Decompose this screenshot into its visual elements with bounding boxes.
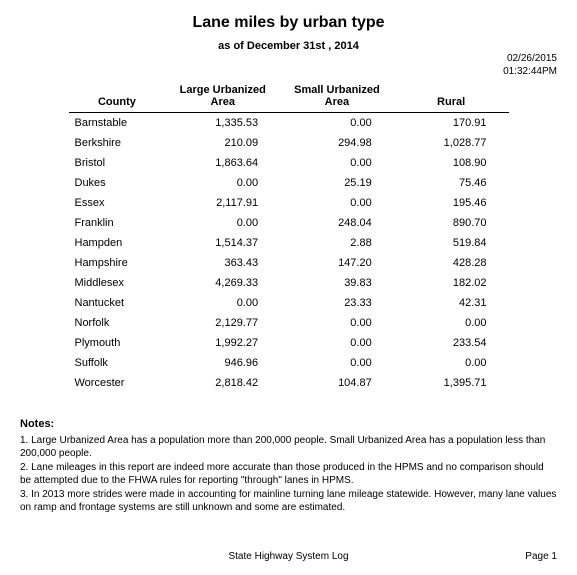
cell-county: Nantucket xyxy=(69,293,166,313)
cell-county: Worcester xyxy=(69,373,166,393)
cell-small: 25.19 xyxy=(280,173,394,193)
cell-small: 0.00 xyxy=(280,313,394,333)
table-row: Norfolk2,129.770.000.00 xyxy=(69,313,509,333)
cell-small: 0.00 xyxy=(280,193,394,213)
table-row: Hampden1,514.372.88519.84 xyxy=(69,233,509,253)
header-large-urbanized: Large Urbanized Area xyxy=(165,80,280,113)
header-county: County xyxy=(69,80,166,113)
cell-small: 104.87 xyxy=(280,373,394,393)
report-title: Lane miles by urban type xyxy=(20,14,557,32)
cell-rural: 233.54 xyxy=(394,333,509,353)
timestamp-date: 02/26/2015 xyxy=(503,52,557,65)
cell-large: 210.09 xyxy=(165,133,280,153)
table-row: Plymouth1,992.270.00233.54 xyxy=(69,333,509,353)
cell-large: 1,863.64 xyxy=(165,153,280,173)
cell-small: 0.00 xyxy=(280,113,394,134)
cell-county: Berkshire xyxy=(69,133,166,153)
lane-miles-table: County Large Urbanized Area Small Urbani… xyxy=(69,80,509,393)
table-row: Barnstable1,335.530.00170.91 xyxy=(69,113,509,134)
cell-large: 946.96 xyxy=(165,353,280,373)
header-small-urbanized: Small Urbanized Area xyxy=(280,80,394,113)
cell-small: 294.98 xyxy=(280,133,394,153)
cell-county: Franklin xyxy=(69,213,166,233)
cell-rural: 1,028.77 xyxy=(394,133,509,153)
cell-rural: 195.46 xyxy=(394,193,509,213)
cell-small: 0.00 xyxy=(280,153,394,173)
cell-rural: 182.02 xyxy=(394,273,509,293)
note-item: 2. Lane mileages in this report are inde… xyxy=(20,461,557,488)
cell-large: 2,129.77 xyxy=(165,313,280,333)
cell-rural: 170.91 xyxy=(394,113,509,134)
cell-rural: 519.84 xyxy=(394,233,509,253)
table-row: Dukes0.0025.1975.46 xyxy=(69,173,509,193)
cell-small: 0.00 xyxy=(280,333,394,353)
cell-county: Essex xyxy=(69,193,166,213)
cell-large: 1,335.53 xyxy=(165,113,280,134)
cell-county: Hampshire xyxy=(69,253,166,273)
generated-timestamp: 02/26/2015 01:32:44PM xyxy=(503,52,557,78)
timestamp-time: 01:32:44PM xyxy=(503,65,557,78)
table-row: Middlesex4,269.3339.83182.02 xyxy=(69,273,509,293)
cell-large: 1,514.37 xyxy=(165,233,280,253)
cell-county: Middlesex xyxy=(69,273,166,293)
cell-large: 0.00 xyxy=(165,213,280,233)
cell-rural: 0.00 xyxy=(394,313,509,333)
cell-small: 39.83 xyxy=(280,273,394,293)
cell-county: Bristol xyxy=(69,153,166,173)
cell-large: 363.43 xyxy=(165,253,280,273)
notes-heading: Notes: xyxy=(20,417,557,432)
header-rural: Rural xyxy=(394,80,509,113)
table-row: Suffolk946.960.000.00 xyxy=(69,353,509,373)
cell-large: 2,117.91 xyxy=(165,193,280,213)
table-row: Bristol1,863.640.00108.90 xyxy=(69,153,509,173)
cell-large: 4,269.33 xyxy=(165,273,280,293)
table-row: Nantucket0.0023.3342.31 xyxy=(69,293,509,313)
cell-rural: 42.31 xyxy=(394,293,509,313)
report-subtitle: as of December 31st , 2014 xyxy=(20,40,557,52)
table-row: Berkshire210.09294.981,028.77 xyxy=(69,133,509,153)
notes-section: Notes: 1. Large Urbanized Area has a pop… xyxy=(20,417,557,515)
cell-county: Norfolk xyxy=(69,313,166,333)
cell-large: 1,992.27 xyxy=(165,333,280,353)
cell-small: 2.88 xyxy=(280,233,394,253)
cell-large: 0.00 xyxy=(165,293,280,313)
cell-large: 0.00 xyxy=(165,173,280,193)
note-item: 3. In 2013 more strides were made in acc… xyxy=(20,488,557,515)
page-footer: State Highway System Log Page 1 xyxy=(20,551,557,565)
cell-rural: 108.90 xyxy=(394,153,509,173)
table-row: Essex2,117.910.00195.46 xyxy=(69,193,509,213)
cell-rural: 890.70 xyxy=(394,213,509,233)
footer-source: State Highway System Log xyxy=(20,551,557,562)
cell-county: Dukes xyxy=(69,173,166,193)
cell-rural: 1,395.71 xyxy=(394,373,509,393)
table-row: Franklin0.00248.04890.70 xyxy=(69,213,509,233)
report-page: 02/26/2015 01:32:44PM Lane miles by urba… xyxy=(0,0,577,575)
footer-page-number: Page 1 xyxy=(525,551,557,562)
cell-rural: 0.00 xyxy=(394,353,509,373)
cell-large: 2,818.42 xyxy=(165,373,280,393)
cell-rural: 75.46 xyxy=(394,173,509,193)
table-header-row: County Large Urbanized Area Small Urbani… xyxy=(69,80,509,113)
cell-county: Hampden xyxy=(69,233,166,253)
cell-small: 0.00 xyxy=(280,353,394,373)
table-body: Barnstable1,335.530.00170.91Berkshire210… xyxy=(69,113,509,394)
table-row: Worcester2,818.42104.871,395.71 xyxy=(69,373,509,393)
cell-small: 23.33 xyxy=(280,293,394,313)
cell-county: Barnstable xyxy=(69,113,166,134)
cell-small: 147.20 xyxy=(280,253,394,273)
cell-county: Suffolk xyxy=(69,353,166,373)
cell-rural: 428.28 xyxy=(394,253,509,273)
cell-county: Plymouth xyxy=(69,333,166,353)
notes-list: 1. Large Urbanized Area has a population… xyxy=(20,434,557,515)
note-item: 1. Large Urbanized Area has a population… xyxy=(20,434,557,461)
cell-small: 248.04 xyxy=(280,213,394,233)
table-row: Hampshire363.43147.20428.28 xyxy=(69,253,509,273)
